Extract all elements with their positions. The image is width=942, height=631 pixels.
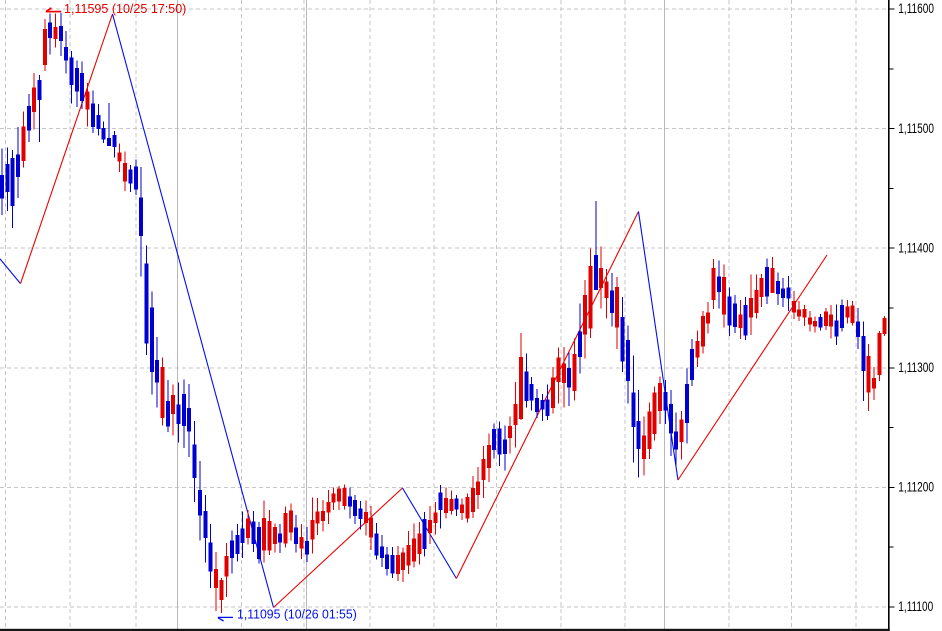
svg-text:1,11095 (10/26 01:55): 1,11095 (10/26 01:55)	[237, 606, 357, 622]
svg-text:1,11100: 1,11100	[898, 599, 933, 615]
svg-text:1,11400: 1,11400	[898, 240, 934, 256]
svg-text:1,11200: 1,11200	[898, 479, 934, 495]
svg-text:1,11600: 1,11600	[898, 1, 934, 17]
svg-text:1,11595 (10/25 17:50): 1,11595 (10/25 17:50)	[64, 1, 186, 16]
svg-text:1,11500: 1,11500	[898, 120, 934, 136]
svg-text:1,11300: 1,11300	[898, 359, 934, 375]
